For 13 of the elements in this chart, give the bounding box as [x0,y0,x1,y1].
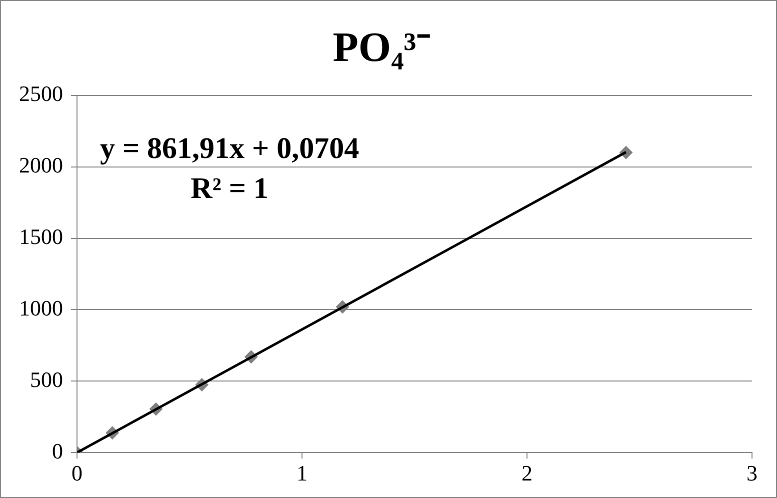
x-tick-label: 0 [72,460,82,486]
chart-title: PO₄³⁻ [332,25,430,72]
y-tick-label: 1500 [19,224,63,250]
y-tick-label: 500 [30,366,63,392]
annotation: R² = 1 [190,172,268,206]
y-tick-label: 0 [52,438,63,464]
x-tick-label: 3 [746,460,758,486]
y-tick-label: 1000 [19,296,63,320]
annotation: y = 861,91x + 0,0704 [100,132,360,166]
y-tick-label: 2500 [19,81,63,106]
x-tick-label: 1 [296,460,308,486]
y-tick-label: 2000 [19,152,63,178]
x-tick-label: 2 [522,460,532,486]
